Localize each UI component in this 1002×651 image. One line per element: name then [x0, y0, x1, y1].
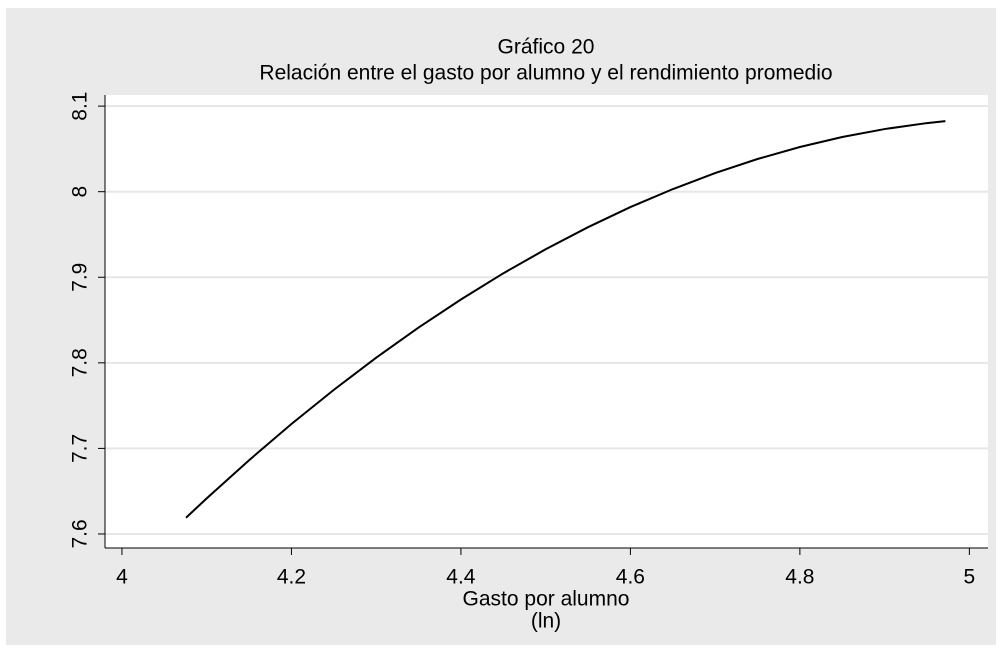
x-tick-label: 4.6 [616, 566, 645, 589]
data-line [185, 120, 946, 519]
y-tick-label: 7.8 [69, 348, 92, 377]
chart-title: Gráfico 20 [498, 36, 595, 59]
x-tick-label: 4.2 [277, 566, 306, 589]
y-tick-label: 8.1 [69, 92, 92, 121]
x-tick-label: 4.4 [446, 566, 476, 589]
y-tick-label: 7.6 [69, 519, 92, 548]
x-tick-label: 4 [116, 566, 128, 589]
x-axis-label-note: (ln) [531, 610, 561, 633]
x-axis-label: Gasto por alumno [463, 588, 630, 611]
y-tick-label: 7.7 [69, 434, 92, 463]
chart-subtitle: Relación entre el gasto por alumno y el … [259, 62, 832, 85]
x-tick-label: 5 [964, 566, 976, 589]
y-tick-label: 8 [69, 186, 92, 198]
y-tick-label: 7.9 [69, 263, 92, 292]
x-tick-label: 4.8 [785, 566, 814, 589]
plot-area [105, 95, 988, 548]
